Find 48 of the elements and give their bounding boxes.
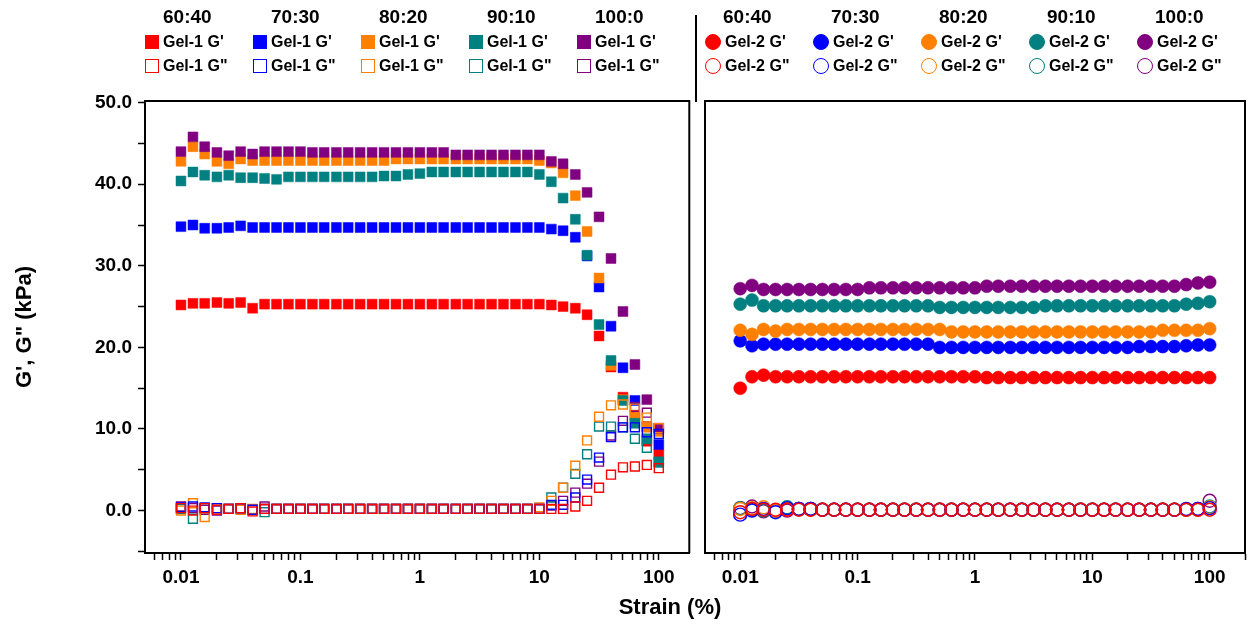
legend-label: Gel-1 G" [595,56,660,76]
legend-label: Gel-1 G' [271,32,332,52]
text: 90:10 [486,5,537,29]
text: 90:10 [1046,5,1097,29]
legend-label: Gel-2 G' [833,32,894,52]
x-tick-label: 0.01 [721,565,760,587]
text: 70:30 [270,5,321,29]
legend-label: Gel-2 G' [1157,32,1218,52]
legend-label: Gel-1 G" [487,56,552,76]
legend-label: Gel-1 G" [271,56,336,76]
legend-label: Gel-2 G" [725,56,790,76]
legend-label: Gel-1 G" [379,56,444,76]
text: 70:30 [830,5,881,29]
x-tick-label: 0.01 [162,565,200,587]
x-tick-label: 10 [1081,565,1103,587]
x-tick-label: 0.1 [287,565,315,587]
text: 100:0 [1154,5,1205,29]
text: 60:40 [162,5,213,29]
legend-label: Gel-2 G' [941,32,1002,52]
y-tick-label: 30.0 [95,254,132,276]
legend-label: Gel-2 G" [941,56,1006,76]
text: 80:20 [378,5,429,29]
legend-label: Gel-1 G' [595,32,656,52]
x-tick-label: 100 [642,565,675,587]
x-tick-label: 1 [414,565,426,587]
legend-label: Gel-1 G' [163,32,224,52]
x-tick-label: 0.1 [844,565,872,587]
y-tick-label: 50.0 [95,90,132,112]
x-axis-title: Strain (%) [617,594,723,620]
text: 100:0 [594,5,645,29]
y-tick-label: 0.0 [105,498,132,520]
legend-label: Gel-2 G' [725,32,786,52]
legend-label: Gel-1 G' [379,32,440,52]
y-axis-title: G', G" (kPa) [11,265,37,389]
legend-label: Gel-1 G' [487,32,548,52]
legend-label: Gel-1 G" [163,56,228,76]
text: 60:40 [722,5,773,29]
y-tick-label: 40.0 [95,172,132,194]
y-tick-label: 10.0 [95,417,132,439]
x-tick-label: 100 [1193,565,1226,587]
legend-label: Gel-2 G" [1049,56,1114,76]
x-tick-label: 1 [969,565,981,587]
text: 80:20 [938,5,989,29]
legend-label: Gel-2 G" [833,56,898,76]
y-tick-label: 20.0 [95,335,132,357]
legend-label: Gel-2 G" [1157,56,1222,76]
x-tick-label: 10 [528,565,550,587]
legend-label: Gel-2 G' [1049,32,1110,52]
